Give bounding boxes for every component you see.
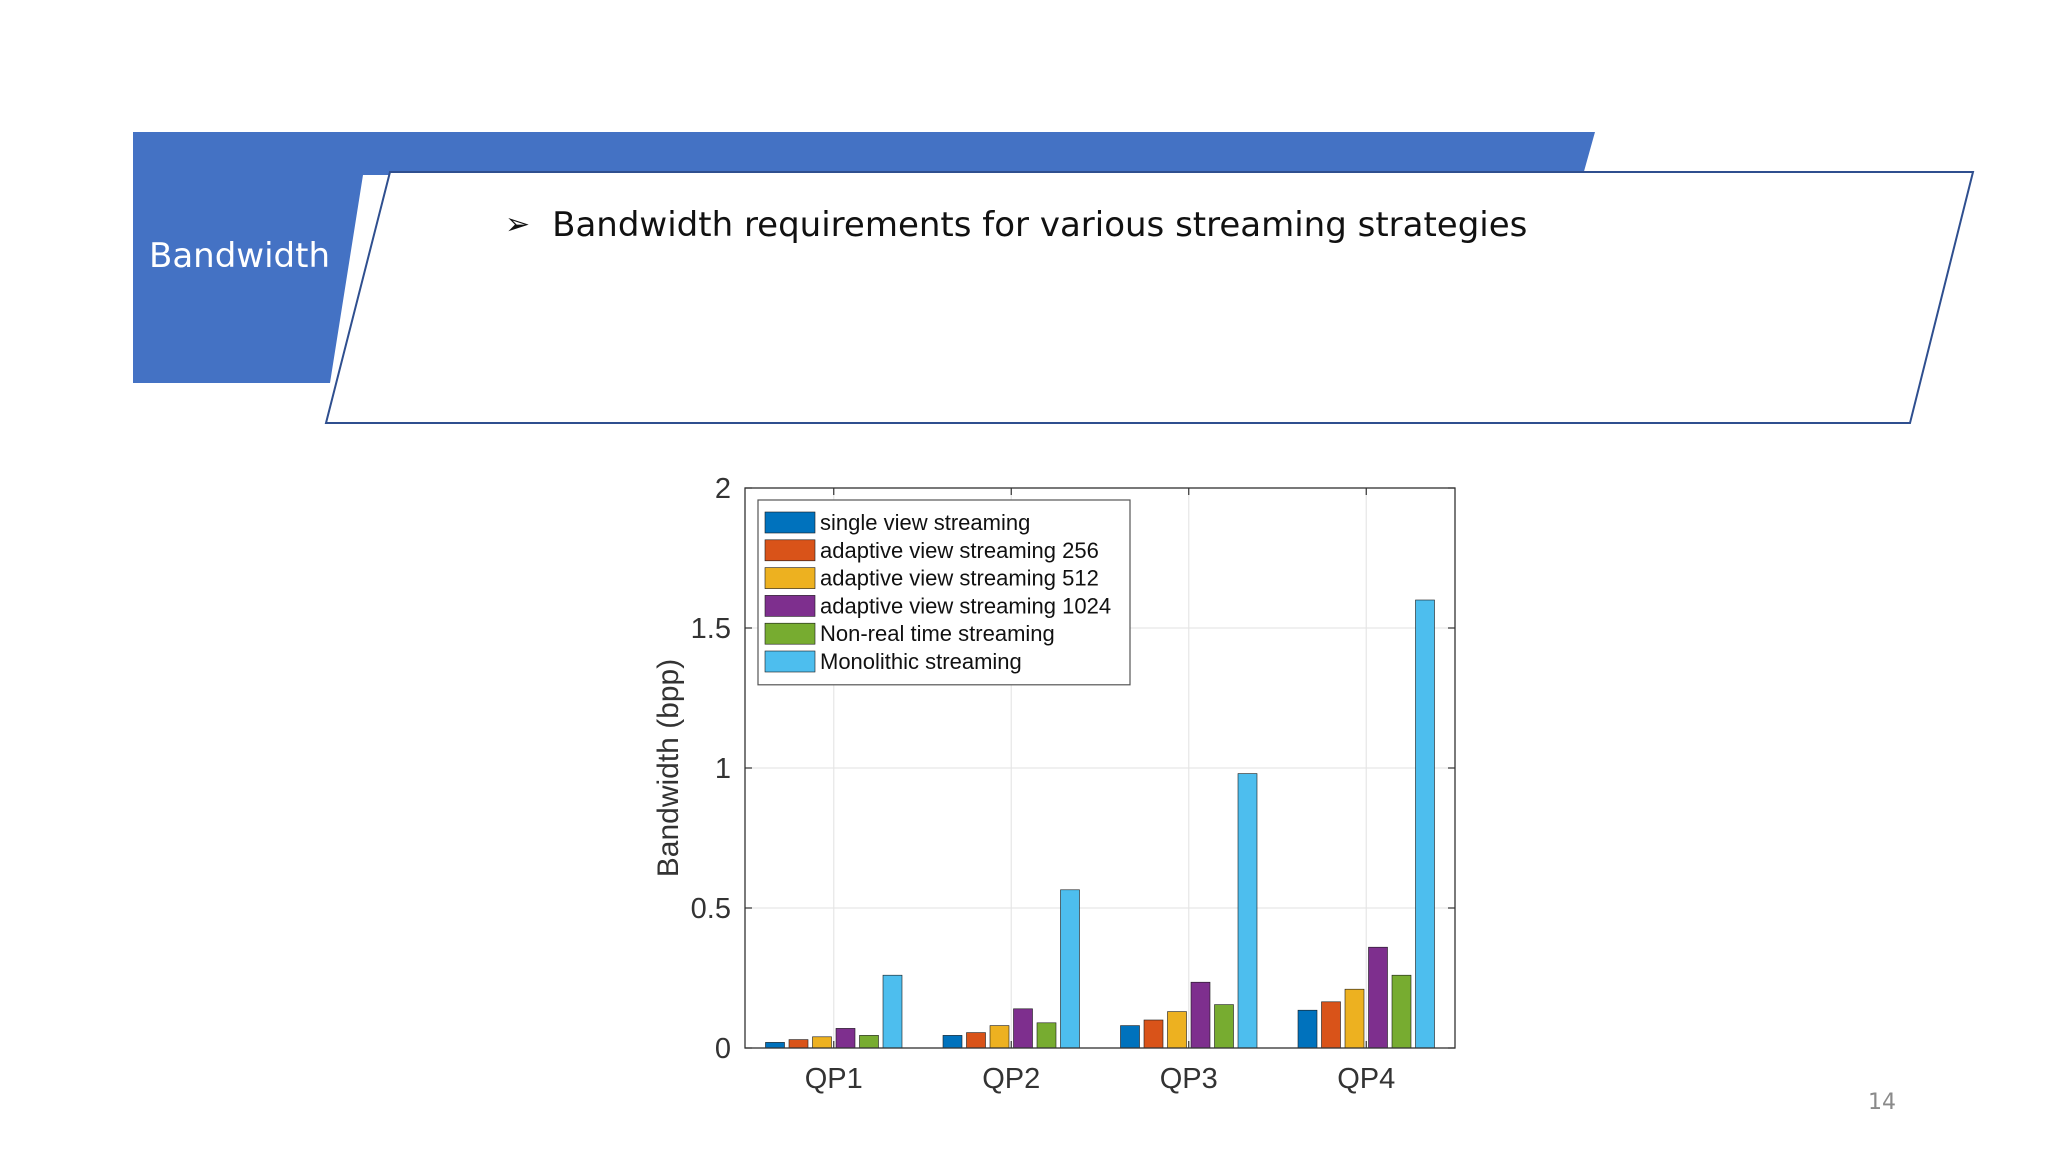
bar: [1321, 1001, 1341, 1049]
bar: [1214, 1004, 1234, 1049]
y-axis-title: Bandwidth (bpp): [652, 659, 685, 877]
bar: [1120, 1025, 1140, 1049]
bar: [812, 1036, 832, 1049]
bar: [989, 1025, 1010, 1049]
section-label: Bandwidth: [149, 236, 331, 276]
y-tick-label: 0.5: [691, 893, 731, 925]
x-tick-label: QP3: [1160, 1063, 1218, 1095]
bar: [1167, 1011, 1187, 1049]
legend-box: [757, 499, 1131, 686]
bar: [882, 974, 903, 1049]
bar: [835, 1028, 856, 1049]
bullet-text: Bandwidth requirements for various strea…: [552, 205, 1528, 245]
bar: [1190, 981, 1211, 1049]
legend-label: single view streaming: [820, 510, 1030, 535]
bar: [765, 1042, 785, 1049]
bar: [1368, 946, 1388, 1049]
x-tick-label: QP1: [805, 1063, 863, 1095]
bar: [966, 1032, 986, 1049]
bar: [788, 1039, 809, 1049]
x-tick-label: QP4: [1337, 1063, 1395, 1095]
bar: [1297, 1009, 1318, 1049]
y-tick-label: 1.5: [691, 613, 731, 645]
bullet-item: ➢ Bandwidth requirements for various str…: [505, 205, 1527, 245]
bar: [1143, 1019, 1164, 1049]
legend-swatch: [764, 650, 816, 673]
y-tick-label: 1: [715, 753, 731, 785]
legend-label: adaptive view streaming 256: [820, 538, 1099, 563]
legend-label: adaptive view streaming 512: [820, 566, 1099, 591]
bar: [1415, 599, 1435, 1049]
legend-swatch: [764, 595, 816, 617]
y-tick-label: 0: [715, 1033, 731, 1065]
chart-legend: single view streaming adaptive view strea…: [757, 499, 1131, 686]
legend-swatch: [764, 511, 816, 534]
legend-label: Non-real time streaming: [820, 621, 1055, 646]
bar: [1237, 773, 1258, 1049]
bar: [859, 1035, 879, 1049]
page-number: 14: [1868, 1090, 1896, 1115]
arrow-bullet-icon: ➢: [505, 207, 531, 242]
bar: [1060, 889, 1080, 1049]
bar: [1036, 1022, 1057, 1049]
title-band: [133, 132, 1595, 383]
legend-swatch: [764, 539, 816, 562]
y-tick-label: 2: [715, 473, 731, 505]
bar: [1344, 988, 1365, 1049]
x-tick-label: QP2: [982, 1063, 1040, 1095]
legend-swatch: [764, 567, 816, 589]
chart-axes: 0 0.5 1 1.5 2 QP1 QP2 QP3 QP4: [691, 473, 1456, 1095]
legend-label: adaptive view streaming 1024: [820, 593, 1111, 618]
bar: [942, 1035, 963, 1049]
bar: [1391, 974, 1412, 1049]
legend-label: Monolithic streaming: [820, 649, 1022, 674]
content-frame: [324, 171, 1975, 424]
bar: [1013, 1008, 1033, 1049]
plot-frame: [744, 487, 1456, 1049]
bar-chart: 0 0.5 1 1.5 2 QP1 QP2 QP3 QP4 single view stream…: [652, 473, 1456, 1095]
legend-swatch: [764, 622, 816, 645]
